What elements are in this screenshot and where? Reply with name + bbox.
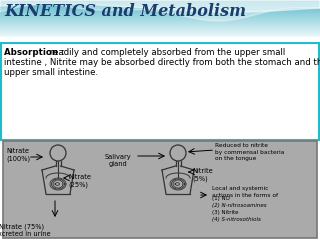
Text: (3) Nitrite: (3) Nitrite [212, 210, 238, 215]
Text: upper small intestine.: upper small intestine. [4, 68, 98, 77]
Bar [0, 37, 320, 42]
Text: Nitrate
(100%): Nitrate (100%) [6, 148, 30, 162]
Text: Salivary
gland: Salivary gland [105, 154, 131, 167]
Text: readily and completely absorbed from the upper small: readily and completely absorbed from the… [47, 48, 285, 57]
FancyBboxPatch shape [1, 43, 319, 140]
Text: Nitrate (75%)
excreted in urine: Nitrate (75%) excreted in urine [0, 223, 50, 236]
Text: Nitrite
(5%): Nitrite (5%) [192, 168, 213, 181]
Text: (4) S-nitrosothiols: (4) S-nitrosothiols [212, 217, 261, 222]
Text: Absorption :: Absorption : [4, 48, 65, 57]
Text: (1) NO: (1) NO [212, 196, 230, 201]
Text: (2) N-nitrosoamines: (2) N-nitrosoamines [212, 203, 267, 208]
Bar [3, 141, 317, 238]
Text: KINETICS and Metabolism: KINETICS and Metabolism [4, 3, 246, 20]
Text: Local and systemic
actions in the forms of: Local and systemic actions in the forms … [212, 186, 278, 198]
Text: intestine , Nitrite may be absorbed directly from both the stomach and the: intestine , Nitrite may be absorbed dire… [4, 58, 320, 67]
Text: Nitrate
(25%): Nitrate (25%) [68, 174, 91, 187]
Text: Reduced to nitrite
by commensal bacteria
on the tongue: Reduced to nitrite by commensal bacteria… [215, 143, 284, 161]
